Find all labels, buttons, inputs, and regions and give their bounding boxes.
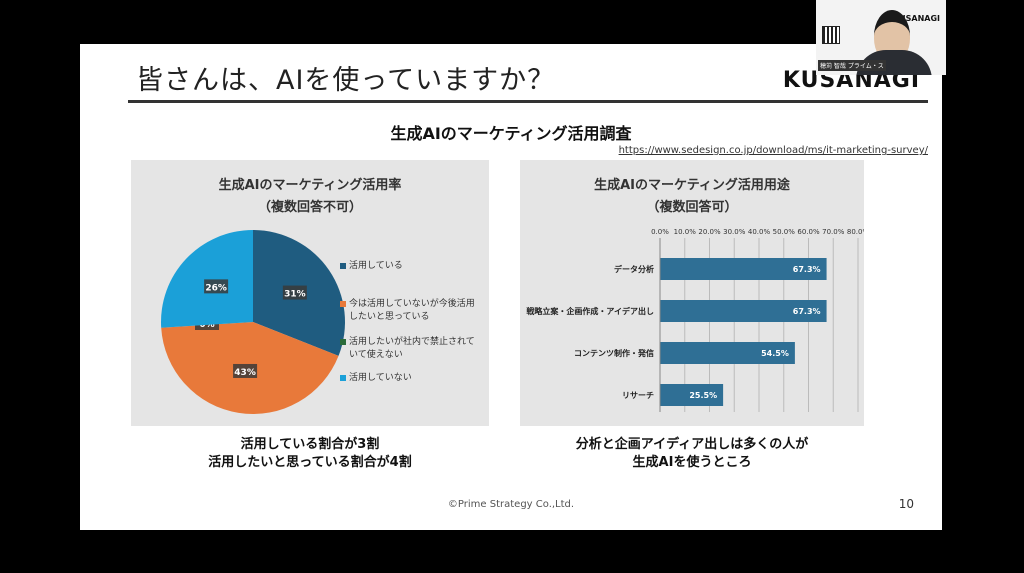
bar-category-label: コンテンツ制作・発信 (574, 348, 654, 358)
x-tick-label: 40.0% (748, 228, 771, 236)
qr-code-icon (822, 26, 840, 44)
svg-text:0%: 0% (199, 320, 214, 330)
right-caption: 分析と企画アイディア出しは多くの人が 生成AIを使うところ (520, 436, 864, 472)
x-tick-label: 70.0% (822, 228, 845, 236)
pie-chart-panel: 生成AIのマーケティング活用率 （複数回答不可） 31% 43% 0% 26% 活用し… (131, 160, 489, 426)
x-tick-label: 30.0% (723, 228, 746, 236)
pie-chart-title: 生成AIのマーケティング活用率 (218, 178, 402, 193)
presenter-name-tag: 穂苅 智哉 プライム・ス (818, 60, 886, 71)
bar (660, 258, 827, 280)
legend-swatch (340, 301, 346, 307)
bar-value-label: 54.5% (761, 349, 789, 358)
svg-text:26%: 26% (205, 283, 227, 293)
x-tick-label: 20.0% (698, 228, 721, 236)
pie-legend-item: 今は活用していないが今後活用したいと思っている (340, 298, 481, 324)
x-tick-label: 50.0% (773, 228, 796, 236)
webcam-brand: KUSANAGI (893, 14, 940, 23)
slide-title: 皆さんは、AIを使っていますか？ (136, 65, 556, 96)
bar-chart-subtitle: （複数回答可） (646, 200, 738, 215)
pie-legend-item: 活用している (340, 260, 481, 273)
bar-value-label: 67.3% (793, 265, 821, 274)
left-caption: 活用している割合が3割 活用したいと思っている割合が4割 (131, 436, 489, 472)
right-caption-line2: 生成AIを使うところ (632, 455, 752, 470)
page-number: 10 (898, 497, 914, 511)
webcam-thumbnail[interactable]: KUSANAGI 穂苅 智哉 プライム・ス (816, 0, 946, 75)
survey-title: 生成AIのマーケティング活用調査 (390, 124, 632, 143)
legend-swatch (340, 263, 346, 269)
legend-swatch (340, 339, 346, 345)
bar (660, 342, 795, 364)
pie-slice (161, 230, 253, 328)
copyright-footer: ©Prime Strategy Co.,Ltd. (447, 499, 575, 510)
bar (660, 384, 724, 406)
x-tick-label: 0.0% (651, 228, 669, 236)
pie-legend-item: 活用していない (340, 372, 481, 385)
pie-data-label: 31% (282, 285, 307, 300)
svg-text:31%: 31% (284, 290, 306, 300)
title-divider (128, 100, 928, 103)
pie-legend-item: 活用したいが社内で禁止されていて使えない (340, 336, 481, 362)
pie-chart: 31% 43% 0% 26% (161, 230, 345, 414)
legend-label: 活用したいが社内で禁止されていて使えない (349, 337, 475, 360)
bar-chart-panel: 生成AIのマーケティング活用用途 （複数回答可） 0.0% 10.0% 20.0% 3… (520, 160, 864, 426)
svg-text:43%: 43% (234, 368, 256, 378)
bar-value-label: 67.3% (793, 307, 821, 316)
bar (660, 300, 827, 322)
x-tick-label: 10.0% (674, 228, 697, 236)
left-caption-line2: 活用したいと思っている割合が4割 (208, 455, 412, 470)
pie-chart-subtitle: （複数回答不可） (257, 200, 362, 215)
bar-category-label: リサーチ (622, 391, 654, 400)
legend-swatch (340, 375, 346, 381)
pie-data-label: 43% (233, 363, 258, 378)
left-caption-line1: 活用している割合が3割 (240, 437, 380, 452)
legend-label: 活用している (349, 261, 403, 271)
legend-label: 今は活用していないが今後活用したいと思っている (349, 299, 475, 322)
presentation-slide: 皆さんは、AIを使っていますか？ KUSANAGI 生成AIのマーケティング活用… (80, 44, 942, 530)
pie-data-label: 26% (204, 279, 229, 294)
bar-category-label: データ分析 (614, 264, 654, 274)
legend-label: 活用していない (349, 373, 412, 383)
survey-url-link[interactable]: https://www.sedesign.co.jp/download/ms/i… (618, 145, 928, 156)
x-tick-label: 60.0% (797, 228, 820, 236)
right-caption-line1: 分析と企画アイディア出しは多くの人が (575, 437, 809, 452)
bar-chart: 0.0% 10.0% 20.0% 30.0% 40.0% 50.0% 60.0% 70.0% 8… (526, 228, 864, 412)
bar-category-label: 戦略立案・企画作成・アイデア出し (526, 306, 654, 316)
bar-value-label: 25.5% (689, 391, 717, 400)
x-tick-label: 80.0% (847, 228, 864, 236)
bar-chart-title: 生成AIのマーケティング活用用途 (594, 178, 790, 193)
